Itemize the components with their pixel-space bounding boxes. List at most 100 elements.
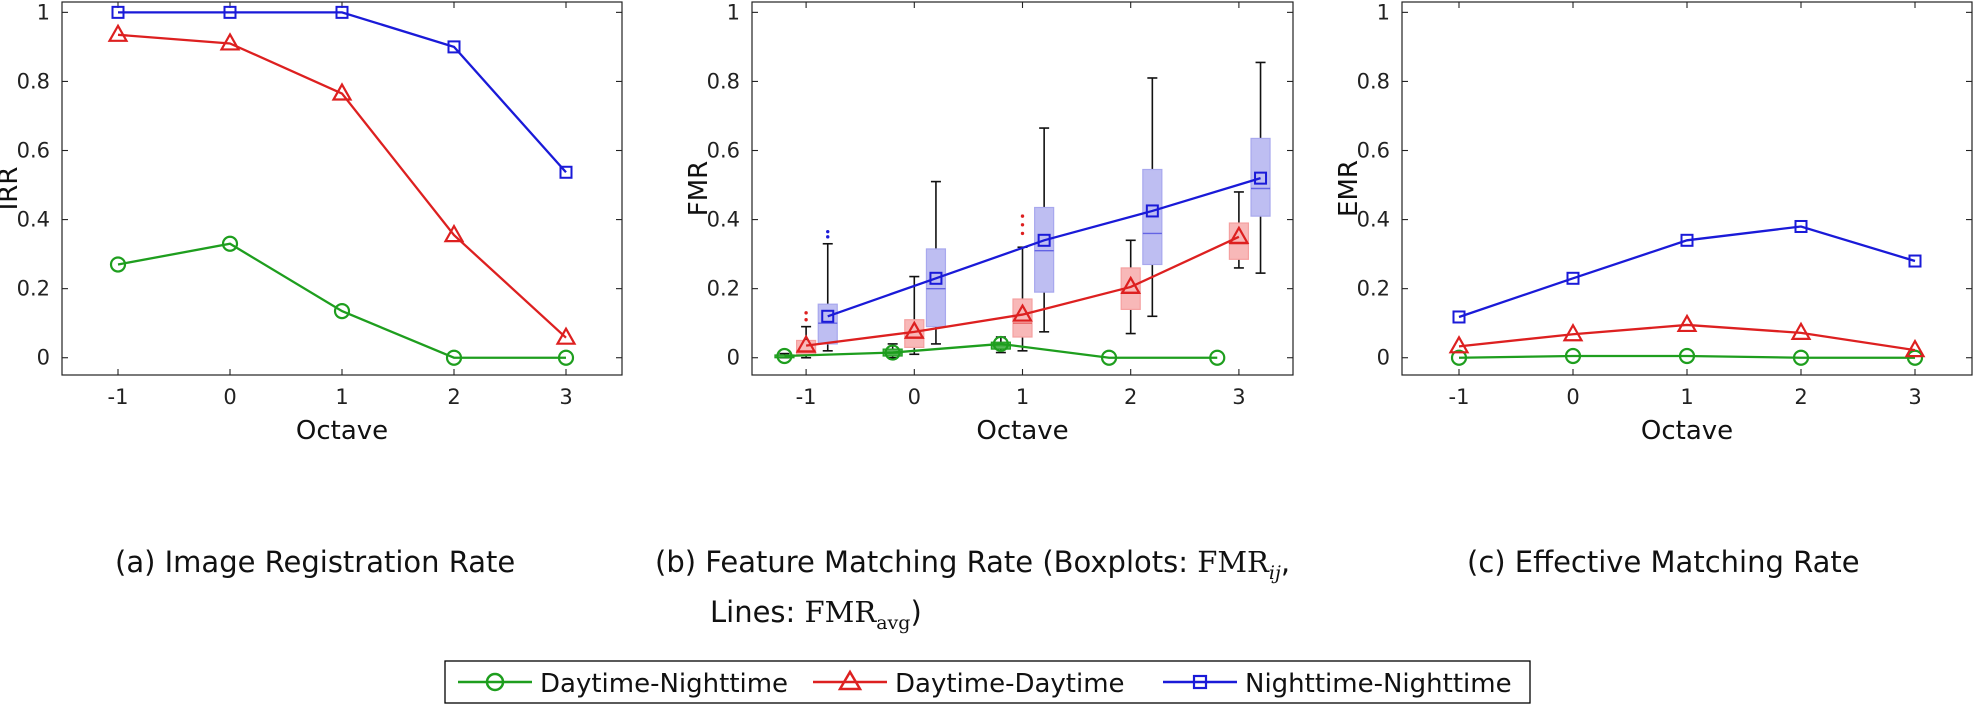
xtick-label-c-1: 0 (1566, 385, 1579, 409)
legend-label-daytime-daytime: Daytime-Daytime (895, 669, 1125, 699)
plot-area-a (61, 1, 623, 376)
data-point-daytime-nighttime-0 (1450, 349, 1468, 366)
data-point-daytime-daytime-2 (1676, 313, 1698, 333)
data-point-daytime-nighttime-4 (1209, 349, 1226, 366)
ylabel-a: IRR (0, 167, 24, 211)
data-point-daytime-daytime-3 (1790, 321, 1812, 340)
ytick-label-b-0: 0 (727, 346, 740, 370)
data-point-daytime-daytime-2 (331, 82, 353, 101)
data-point-nighttime-nighttime-4 (1908, 254, 1922, 268)
ytick-label-c-5: 1 (1377, 0, 1390, 24)
boxplot-outlier-0 (1020, 231, 1025, 236)
circle-marker-icon (485, 672, 505, 692)
boxplot-outlier-0 (826, 235, 830, 239)
series-nighttime-nighttime-c (1452, 219, 1922, 324)
data-point-daytime-nighttime-1 (884, 344, 901, 361)
panel-a-irr-chart: 0 0.2 0.4 0.6 0.8 1 -1 0 1 2 3 Octave IRR (0, 0, 623, 446)
ytick-label-c-4: 0.8 (1357, 69, 1390, 93)
boxplot-outlier-1 (804, 311, 808, 315)
data-point-daytime-daytime-4 (1904, 338, 1926, 358)
series-nighttime-nighttime-a (111, 5, 573, 179)
caption-b-fmr: FMR (1197, 545, 1270, 579)
xtick-label-c-2: 1 (1680, 385, 1693, 409)
caption-b-sub-avg: avg (876, 612, 910, 634)
legend: Daytime-Nighttime Daytime-Daytime Nightt… (444, 660, 1531, 704)
series-line-daytime-nighttime (117, 242, 566, 359)
boxplot-nighttime-nighttime-12 (1250, 61, 1271, 274)
series-nighttime-nighttime-b (821, 171, 1268, 323)
series-daytime-daytime-b (795, 225, 1250, 353)
xtick-label-b-1: 0 (908, 385, 921, 409)
caption-b-line1: (b) Feature Matching Rate (Boxplots: FMR… (655, 545, 1290, 584)
xtick-label-b-4: 3 (1232, 385, 1245, 409)
data-point-daytime-daytime-0 (107, 23, 129, 42)
data-point-nighttime-nighttime-3 (1794, 219, 1808, 233)
ytick-label-b-1: 0.2 (707, 277, 740, 301)
series-line-daytime-daytime (117, 33, 567, 339)
legend-label-nighttime-nighttime: Nighttime-Nighttime (1245, 669, 1512, 699)
series-line-daytime-nighttime (784, 342, 1218, 359)
data-point-daytime-nighttime-1 (221, 235, 239, 252)
caption-b-line2-prefix: Lines: (710, 595, 805, 629)
series-line-nighttime-nighttime (118, 11, 567, 174)
ytick-label-b-3: 0.6 (707, 139, 740, 163)
xtick-label-c-3: 2 (1794, 385, 1807, 409)
data-point-nighttime-nighttime-4 (559, 165, 573, 179)
data-point-daytime-daytime-3 (443, 223, 465, 243)
data-point-daytime-nighttime-2 (333, 303, 351, 320)
ytick-label-a-3: 0.6 (17, 139, 50, 163)
boxplot-box (1034, 206, 1055, 293)
data-point-nighttime-nighttime-1 (223, 5, 237, 19)
boxplot-box (1012, 298, 1033, 338)
caption-b-fmr-2: FMR (805, 595, 878, 629)
data-point-daytime-nighttime-0 (776, 347, 793, 365)
series-daytime-daytime-c (1448, 313, 1926, 358)
data-point-nighttime-nighttime-2 (335, 5, 349, 19)
boxplot-daytime-daytime-5 (1012, 214, 1033, 352)
ytick-label-c-3: 0.6 (1357, 139, 1390, 163)
series-daytime-nighttime-c (1450, 347, 1924, 366)
panel-b-fmr-chart: 0 0.2 0.4 0.6 0.8 1 -1 0 1 2 3 Octave FMR (684, 0, 1294, 446)
caption-b-prefix: (b) Feature Matching Rate (Boxplots: (655, 545, 1197, 579)
legend-label-daytime-nighttime: Daytime-Nighttime (540, 669, 788, 699)
ytick-label-a-5: 1 (37, 0, 50, 24)
xlabel-c: Octave (1641, 416, 1733, 446)
xtick-label-a-4: 3 (559, 385, 572, 409)
xtick-label-a-0: -1 (108, 385, 129, 409)
ytick-label-b-2: 0.4 (707, 208, 740, 232)
triangle-marker-icon (837, 669, 863, 691)
series-daytime-nighttime-b (776, 335, 1226, 366)
ytick-label-c-2: 0.4 (1357, 208, 1390, 232)
data-point-daytime-nighttime-4 (557, 349, 575, 366)
xtick-label-c-0: -1 (1449, 385, 1470, 409)
data-point-nighttime-nighttime-0 (1452, 310, 1466, 324)
series-daytime-nighttime-a (109, 235, 575, 366)
data-point-daytime-nighttime-2 (1678, 347, 1696, 365)
xtick-label-b-3: 2 (1124, 385, 1137, 409)
ytick-label-a-2: 0.4 (17, 208, 50, 232)
caption-c: (c) Effective Matching Rate (1467, 545, 1860, 579)
data-point-daytime-daytime-1 (903, 320, 925, 339)
boxplot-outlier-1 (1020, 223, 1025, 227)
xtick-label-b-2: 1 (1016, 385, 1029, 409)
ytick-label-a-1: 0.2 (17, 277, 50, 301)
data-point-nighttime-nighttime-1 (1566, 271, 1580, 285)
square-marker-icon (1192, 674, 1208, 690)
series-daytime-daytime-a (107, 23, 577, 345)
xtick-label-b-0: -1 (796, 385, 817, 409)
ytick-label-b-4: 0.8 (707, 69, 740, 93)
series-line-nighttime-nighttime (1458, 225, 1916, 319)
caption-a: (a) Image Registration Rate (115, 545, 515, 579)
data-point-daytime-nighttime-2 (992, 335, 1009, 353)
ytick-label-b-5: 1 (727, 0, 740, 24)
boxplot-outlier-0 (804, 318, 808, 322)
data-point-daytime-nighttime-1 (1564, 347, 1582, 365)
boxplot-outlier-1 (826, 229, 830, 234)
ytick-label-c-1: 0.2 (1357, 277, 1390, 301)
series-line-daytime-daytime (1458, 323, 1916, 352)
xtick-label-a-2: 1 (335, 385, 348, 409)
series-line-daytime-daytime (805, 235, 1240, 347)
ytick-label-a-0: 0 (37, 346, 50, 370)
series-line-nighttime-nighttime (827, 177, 1261, 318)
